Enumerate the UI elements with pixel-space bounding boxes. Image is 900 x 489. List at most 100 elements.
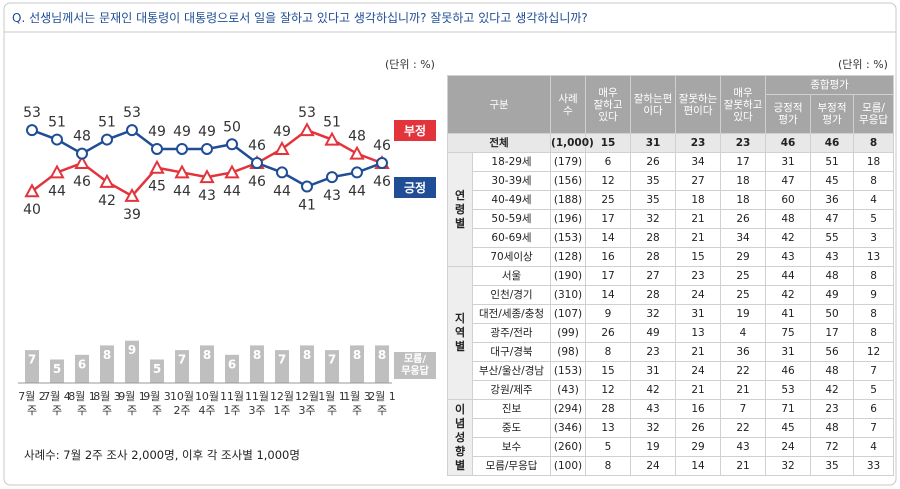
value-cell: 56 bbox=[810, 342, 855, 362]
sample-size: (99) bbox=[550, 323, 587, 343]
x-tick-label: 7월 4주 bbox=[43, 390, 71, 417]
value-cell: 28 bbox=[630, 228, 677, 248]
bar bbox=[25, 350, 39, 383]
legend-item: 긍정 bbox=[394, 177, 436, 198]
marker bbox=[299, 122, 315, 137]
x-tick-label: 2월 1주 bbox=[368, 390, 396, 417]
bar bbox=[150, 359, 164, 383]
frame bbox=[3, 2, 897, 486]
data-label: 49 bbox=[173, 124, 191, 140]
bar bbox=[175, 350, 189, 383]
value-cell: 12 bbox=[585, 171, 632, 191]
value-cell: 24 bbox=[675, 361, 722, 381]
value-cell: 8 bbox=[585, 342, 632, 362]
x-tick-label: 12월 3주 bbox=[294, 390, 320, 417]
bar bbox=[350, 345, 364, 383]
sample-size: (190) bbox=[550, 266, 587, 286]
bar-label: 6 bbox=[78, 357, 86, 371]
marker bbox=[126, 124, 138, 137]
x-tick-label: 11월 3주 bbox=[244, 390, 270, 417]
value-cell: 45 bbox=[765, 418, 812, 438]
value-cell: 27 bbox=[630, 266, 677, 286]
row-label: 진보 bbox=[471, 399, 552, 419]
data-label: 49 bbox=[148, 124, 166, 140]
value-cell: 48 bbox=[810, 266, 855, 286]
data-label: 44 bbox=[48, 183, 66, 199]
data-label: 53 bbox=[298, 105, 316, 121]
row-label: 대구/경북 bbox=[471, 342, 552, 362]
sample-size: (179) bbox=[550, 152, 587, 172]
value-cell: 46 bbox=[765, 133, 812, 153]
value-cell: 17 bbox=[810, 323, 855, 343]
value-cell: 7 bbox=[720, 399, 767, 419]
bar bbox=[75, 354, 89, 383]
table-row: 모름/무응답 (100) 8 24 14 21 32 35 33 bbox=[448, 456, 895, 476]
value-cell: 17 bbox=[585, 266, 632, 286]
value-cell: 18 bbox=[720, 190, 767, 210]
value-cell: 32 bbox=[765, 456, 812, 476]
bar-label: 6 bbox=[228, 357, 236, 371]
group-label: 이 념 성 향 별 bbox=[447, 399, 473, 476]
data-label: 46 bbox=[373, 138, 391, 154]
value-cell: 46 bbox=[810, 133, 855, 153]
value-cell: 26 bbox=[585, 323, 632, 343]
value-cell: 49 bbox=[810, 285, 855, 305]
marker bbox=[176, 142, 188, 155]
value-cell: 32 bbox=[630, 418, 677, 438]
value-cell: 15 bbox=[585, 133, 632, 153]
value-cell: 31 bbox=[765, 342, 812, 362]
bar-label: 8 bbox=[378, 348, 386, 362]
table-row: 지 역 별 서울 (190) 17 27 23 25 44 48 8 bbox=[447, 266, 895, 400]
bar bbox=[250, 345, 264, 383]
bar-label: 7 bbox=[28, 353, 36, 367]
table-row: 30-39세 (156) 12 35 27 18 47 45 8 bbox=[448, 171, 895, 191]
value-cell: 14 bbox=[585, 285, 632, 305]
data-label: 43 bbox=[323, 188, 341, 204]
header-cell: 구분 bbox=[446, 75, 552, 134]
bar bbox=[100, 345, 114, 383]
value-cell: 26 bbox=[630, 152, 677, 172]
table-row: 중도 (346) 13 32 26 22 45 48 7 bbox=[448, 418, 895, 438]
row-label: 보수 bbox=[471, 437, 552, 457]
row-label: 강원/제주 bbox=[471, 380, 552, 400]
value-cell: 42 bbox=[630, 380, 677, 400]
value-cell: 47 bbox=[765, 171, 812, 191]
legend-item: 부정 bbox=[394, 120, 436, 141]
table-row: 보수 (260) 5 19 29 43 24 72 4 bbox=[448, 437, 895, 457]
marker bbox=[74, 154, 90, 170]
value-cell: 28 bbox=[630, 285, 677, 305]
value-cell: 14 bbox=[585, 228, 632, 248]
row-label: 서울 bbox=[471, 266, 552, 286]
value-cell: 9 bbox=[853, 285, 895, 305]
data-label: 40 bbox=[23, 202, 41, 218]
value-cell: 31 bbox=[630, 361, 677, 381]
x-tick-label: 10월 2주 bbox=[169, 390, 195, 417]
table-row: 대전/세종/충청 (107) 9 32 31 19 41 50 8 bbox=[448, 304, 895, 324]
x-tick-label: 7월 2주 bbox=[18, 390, 46, 417]
value-cell: 41 bbox=[765, 304, 812, 324]
value-cell: 27 bbox=[675, 171, 722, 191]
data-label: 44 bbox=[348, 183, 366, 199]
value-cell: 8 bbox=[853, 171, 895, 191]
sample-size: (100) bbox=[550, 456, 587, 476]
value-cell: 21 bbox=[675, 209, 722, 229]
marker bbox=[351, 166, 363, 179]
header-cell: 부정적 평가 bbox=[810, 94, 855, 134]
value-cell: 31 bbox=[630, 133, 677, 153]
value-cell: 22 bbox=[720, 361, 767, 381]
value-cell: 71 bbox=[765, 399, 812, 419]
data-label: 51 bbox=[323, 115, 341, 131]
unit: (단위 : %) bbox=[838, 58, 888, 71]
footnote: 사례수: 7월 2주 조사 2,000명, 이후 각 조사별 1,000명 bbox=[24, 448, 300, 462]
data-label: 48 bbox=[73, 129, 91, 145]
table-row: 이 념 성 향 별 진보 (294) 28 43 16 7 71 23 6 bbox=[447, 399, 895, 476]
sample-size: (1,000) bbox=[550, 133, 594, 153]
table-row: 강원/제주 (43) 12 42 21 21 53 42 5 bbox=[448, 380, 895, 400]
value-cell: 48 bbox=[810, 418, 855, 438]
value-cell: 12 bbox=[853, 342, 895, 362]
marker bbox=[326, 171, 338, 184]
bar-label: 9 bbox=[128, 343, 136, 357]
header-cell: 잘못하는 편이다 bbox=[675, 75, 722, 134]
value-cell: 9 bbox=[585, 304, 632, 324]
marker bbox=[349, 145, 365, 160]
